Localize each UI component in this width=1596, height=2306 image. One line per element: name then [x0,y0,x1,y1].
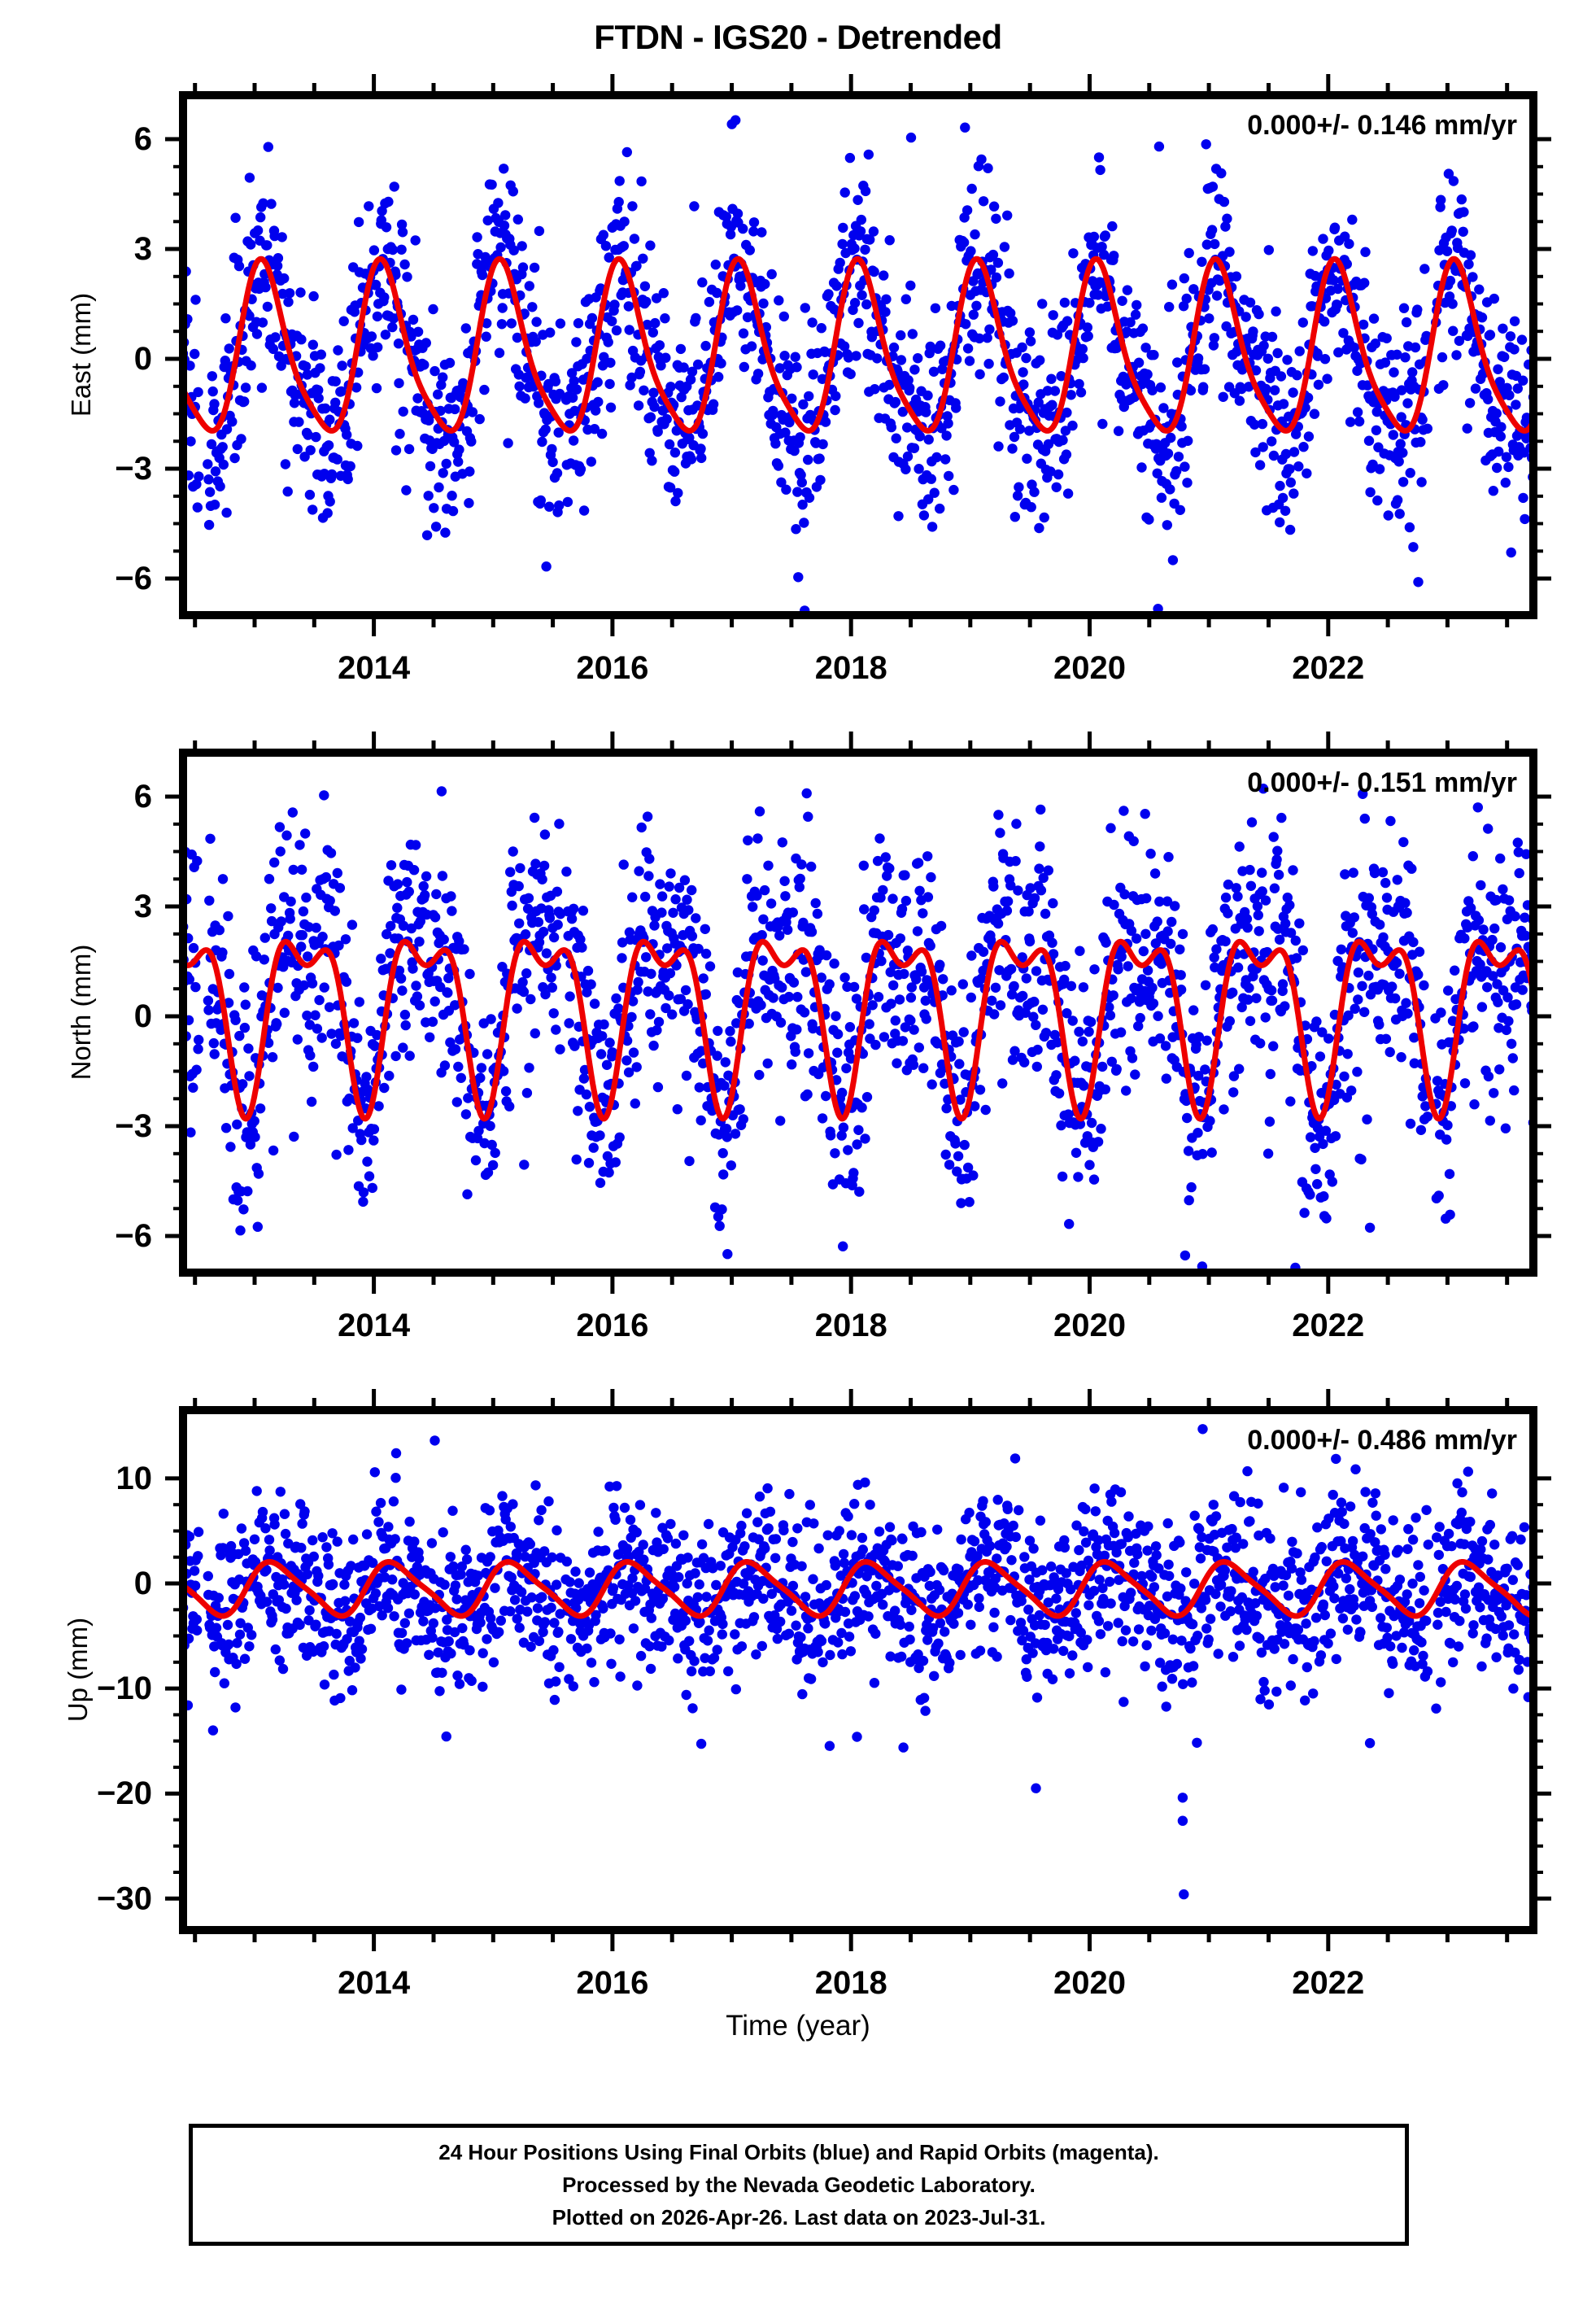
xtick-label: 2018 [815,1965,887,2001]
axis-label-up: Up (mm) [63,1617,93,1722]
xtick-label: 2014 [338,1308,411,1343]
ytick-label: 10 [116,1461,153,1496]
axis-label-time: Time (year) [726,2010,870,2042]
plot-frame-up [179,1406,1537,1934]
ytick-label: −30 [97,1880,152,1916]
panel-up: 10 0 −10 −20 −30 2014 2016 2018 2020 2022 [97,1389,1551,2001]
xtick-label: 2016 [576,1308,648,1343]
footer-line-2: Processed by the Nevada Geodetic Laborat… [562,2173,1036,2197]
fit-curve-north [183,938,1533,1122]
ytick-label: 6 [134,779,152,815]
rate-annotation-north: 0.000+/- 0.151 mm/yr [1247,767,1517,798]
xtick-label: 2022 [1292,1965,1364,2001]
ytick-label: 6 [134,121,152,157]
xtick-label: 2022 [1292,1308,1364,1343]
plot-frame-north [179,749,1537,1277]
xtick-label: 2014 [338,650,411,686]
plot-frame-east [179,91,1537,619]
xtick-label: 2014 [338,1965,411,2001]
xtick-label: 2016 [576,650,648,686]
ytick-label: −6 [115,561,152,596]
ytick-label: −10 [97,1671,152,1706]
xtick-label: 2020 [1053,1965,1126,2001]
axis-label-east: East (mm) [66,292,96,417]
ytick-label: 0 [134,998,152,1034]
footer-line-1: 24 Hour Positions Using Final Orbits (bl… [438,2140,1159,2164]
axis-label-north: North (mm) [66,944,96,1080]
xtick-label: 2018 [815,650,887,686]
footer-line-3: Plotted on 2026-Apr-26. Last data on 202… [552,2205,1046,2230]
fit-curve-east [183,255,1533,434]
xtick-label: 2018 [815,1308,887,1343]
ytick-label: −3 [115,451,152,487]
rate-annotation-up: 0.000+/- 0.486 mm/yr [1247,1425,1517,1456]
xtick-label: 2020 [1053,1308,1126,1343]
ytick-label: 0 [134,1566,152,1601]
data-points-north [183,784,1533,1273]
ytick-label: 3 [134,231,152,267]
xtick-label: 2016 [576,1965,648,2001]
page-title: FTDN - IGS20 - Detrended [594,18,1002,56]
xtick-label: 2020 [1053,650,1126,686]
rate-annotation-east: 0.000+/- 0.146 mm/yr [1247,110,1517,141]
ytick-label: −3 [115,1108,152,1144]
panel-north: 6 3 0 −3 −6 2014 2016 2018 2020 2022 [115,732,1551,1343]
ytick-label: −6 [115,1218,152,1254]
panel-east: 6 3 0 −3 −6 2014 2016 2018 2020 2022 [115,74,1551,686]
ytick-label: 0 [134,341,152,377]
ytick-label: 3 [134,889,152,924]
data-points-up [183,1424,1533,1900]
xtick-label: 2022 [1292,650,1364,686]
fit-curve-up [183,1559,1533,1619]
footer-caption-box: 24 Hour Positions Using Final Orbits (bl… [189,2124,1409,2246]
ytick-label: −20 [97,1775,152,1811]
